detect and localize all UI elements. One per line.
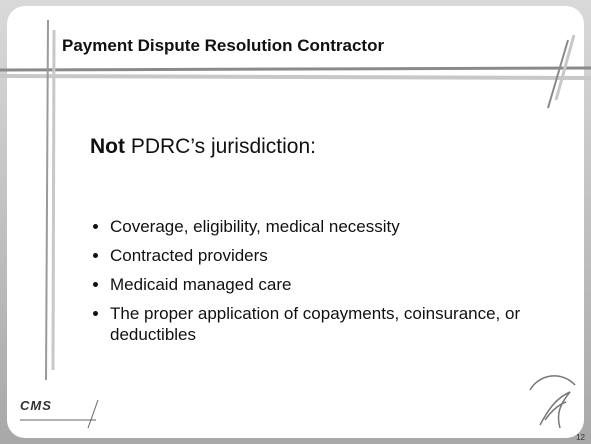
slash	[554, 34, 576, 101]
bullet: Medicaid managed care	[110, 274, 550, 295]
rule	[45, 19, 49, 381]
page-number: 12	[576, 433, 585, 442]
bullet: The proper application of copayments, co…	[110, 303, 550, 345]
heading-bold: Not	[90, 135, 125, 158]
slide-heading: Not PDRC’s jurisdiction:	[90, 135, 316, 159]
bullet: Coverage, eligibility, medical necessity	[110, 216, 550, 237]
rule	[51, 29, 56, 371]
bullet: Contracted providers	[110, 245, 550, 266]
bullet-list: Coverage, eligibility, medical necessity…	[90, 216, 550, 353]
rule	[0, 66, 591, 72]
logo-slash	[87, 399, 99, 429]
slash	[547, 39, 569, 109]
rule	[0, 74, 591, 80]
logo: CMS	[20, 398, 52, 413]
slide-title: Payment Dispute Resolution Contractor	[62, 36, 385, 55]
seal	[529, 375, 576, 429]
heading-text: PDRC’s jurisdiction:	[125, 135, 316, 158]
